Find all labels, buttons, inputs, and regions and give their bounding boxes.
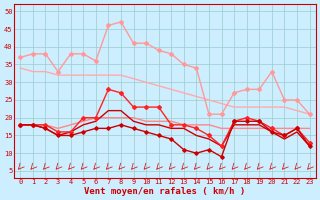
- X-axis label: Vent moyen/en rafales ( km/h ): Vent moyen/en rafales ( km/h ): [84, 187, 245, 196]
